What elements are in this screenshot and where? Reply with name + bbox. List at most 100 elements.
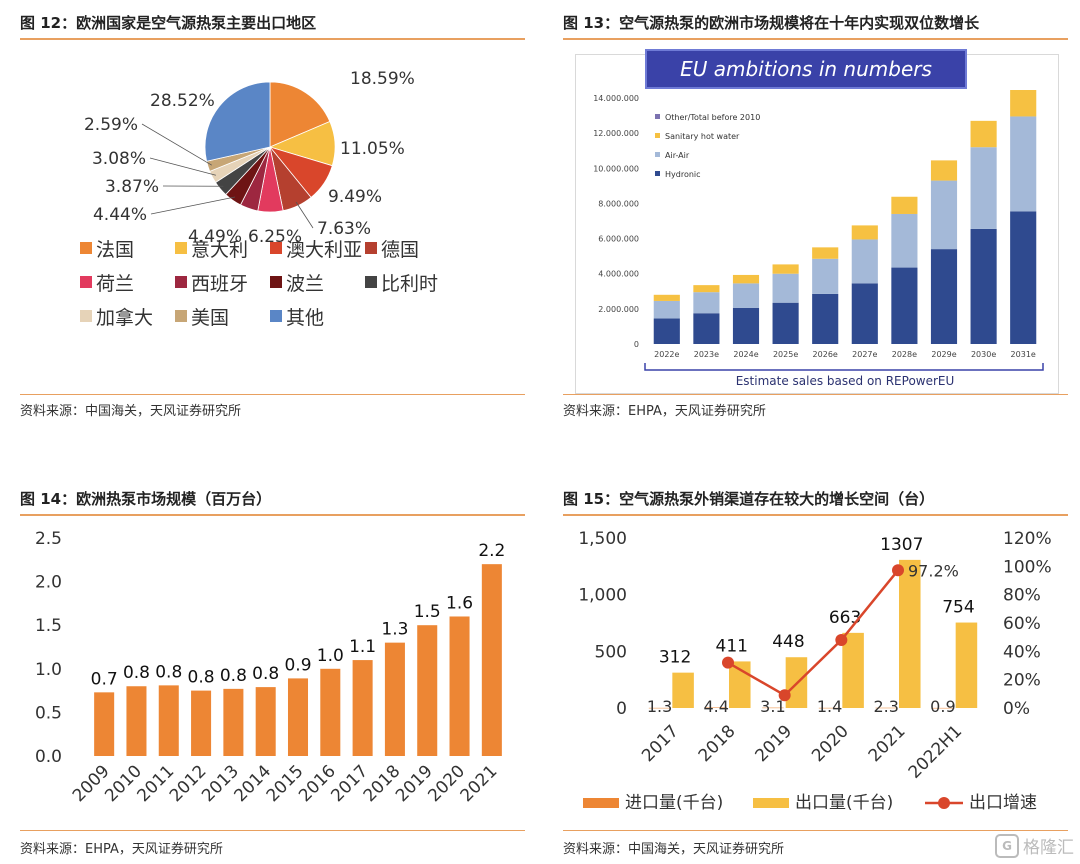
eu-bar-1-2	[732, 283, 760, 308]
fig14-bar-10	[417, 625, 438, 756]
fig15-import-bar-4	[875, 707, 897, 709]
eu-bar-1-0	[653, 300, 680, 319]
eu-ytick-1: 2.000.000	[598, 305, 639, 314]
fig15-import-label-3: 1.4	[817, 697, 842, 716]
eu-bar-1-9	[1010, 116, 1037, 212]
pie-label-2: 9.49%	[328, 187, 382, 207]
fig15-legend-label-0: 进口量(千台)	[625, 793, 723, 813]
eu-bar-0-0	[653, 318, 680, 344]
watermark: G 格隆汇	[995, 833, 1074, 858]
pie-label-6: 4.44%	[93, 205, 147, 225]
legend-label: 波兰	[286, 272, 325, 295]
legend-label: 西班牙	[191, 272, 249, 295]
fig15-xtick-0: 2017	[638, 721, 683, 766]
eu-bar-2-2	[732, 274, 760, 284]
eu-ytick-5: 10.000.000	[593, 164, 639, 173]
eu-bar-2-8	[970, 120, 997, 148]
pie-leader-9	[141, 123, 212, 166]
fig15-import-label-0: 1.3	[647, 697, 672, 716]
fig14-bar-7	[320, 668, 341, 756]
eu-bar-0-5	[851, 283, 878, 344]
pie-slice-0	[269, 81, 331, 148]
eu-bar-1-4	[812, 258, 839, 294]
pie-label-3: 7.63%	[317, 219, 371, 239]
fig15-import-bar-3	[818, 707, 841, 709]
eu-legend-swatch-1	[655, 133, 660, 138]
fig14-ytick-3: 1.5	[35, 616, 62, 636]
legend-swatch	[270, 276, 282, 288]
fig12-rule-bottom	[20, 394, 525, 395]
eu-bracket	[644, 363, 1044, 371]
fig15-source: 资料来源：中国海关，天风证券研究所	[563, 842, 785, 857]
fig14-xtick-2: 2011	[134, 761, 179, 806]
pie-slice-10	[204, 81, 271, 162]
fig14-bar-6	[287, 678, 309, 756]
eu-bar-1-6	[891, 213, 918, 268]
pie-legend-item: 澳大利亚	[270, 235, 362, 262]
fig15-import-bar-1	[705, 707, 727, 709]
watermark-text: 格隆汇	[1023, 838, 1074, 858]
eu-legend-label-1: Sanitary hot water	[665, 132, 740, 141]
legend-label: 比利时	[381, 272, 439, 295]
fig15-growth-point-3	[835, 634, 848, 646]
fig15-panel: 图 15：空气源热泵外销渠道存在较大的增长空间（台） 0 500 1,000 1,50…	[563, 488, 1068, 858]
fig14-ytick-1: 0.5	[35, 703, 62, 723]
fig15-growth-label-4: 97.2%	[908, 561, 959, 580]
eu-bar-2-1	[693, 285, 720, 293]
eu-bar-0-2	[732, 307, 760, 344]
fig14-data-label-8: 1.1	[349, 637, 376, 657]
fig15-xtick-1: 2018	[695, 721, 740, 766]
fig12-pie-chart: 18.59% 11.05% 9.49% 7.63% 6.25% 4.49% 4.44% 3.8…	[84, 69, 415, 247]
legend-label: 法国	[96, 238, 135, 261]
fig14-xtick-6: 2015	[263, 761, 308, 806]
fig15-xtick-2: 2019	[751, 721, 796, 766]
fig15-growth-point-2	[778, 689, 791, 702]
fig13-panel: 图 13：空气源热泵的欧洲市场规模将在十年内实现双位数增长 EU ambitio…	[563, 12, 1068, 432]
fig14-data-label-2: 0.8	[155, 662, 182, 682]
eu-xtick-1: 2023e	[694, 350, 719, 359]
eu-legend-label-0: Other/Total before 2010	[665, 113, 760, 122]
eu-bar-1-5	[851, 239, 878, 284]
legend-swatch	[80, 276, 92, 288]
fig15-import-label-4: 2.3	[874, 697, 899, 716]
fig15-export-label-4: 1307	[880, 535, 923, 555]
fig14-data-label-6: 0.9	[284, 655, 311, 675]
fig15-growth-point-4	[892, 564, 904, 577]
eu-bar-0-9	[1010, 211, 1037, 344]
fig14-data-label-5: 0.8	[252, 664, 279, 684]
eu-legend-swatch-3	[655, 171, 660, 176]
fig15-import-bar-0	[648, 707, 671, 709]
fig15-import-label-5: 0.9	[930, 697, 955, 716]
pie-label-5: 4.49%	[188, 227, 242, 247]
eu-xtick-0: 2022e	[654, 350, 679, 359]
fig14-xtick-4: 2013	[198, 761, 243, 806]
pie-label-10: 28.52%	[150, 91, 215, 111]
legend-swatch	[270, 310, 282, 322]
pie-legend-item: 加拿大	[80, 303, 153, 330]
fig15-ytick-1: 500	[595, 642, 627, 662]
eu-legend-label-3: Hydronic	[665, 170, 701, 179]
fig15-xtick-3: 2020	[808, 721, 853, 766]
eu-xtick-9: 2031e	[1011, 350, 1036, 359]
fig14-ytick-5: 2.5	[35, 529, 62, 549]
fig14-data-label-10: 1.5	[414, 602, 441, 622]
fig14-data-label-9: 1.3	[381, 620, 408, 640]
fig15-y2tick-5: 100%	[1003, 557, 1052, 577]
legend-label: 荷兰	[96, 272, 135, 295]
fig14-xtick-0: 2009	[69, 761, 114, 806]
pie-legend-item: 波兰	[270, 269, 324, 296]
fig13-source: 资料来源：EHPA，天风证券研究所	[563, 404, 766, 419]
eu-xtick-6: 2028e	[892, 350, 917, 359]
pie-label-8: 3.08%	[92, 149, 146, 169]
legend-swatch	[365, 276, 377, 288]
fig15-export-bar-0	[672, 672, 694, 708]
fig14-panel: 图 14：欧洲热泵市场规模（百万台） 0.0 0.5 1.0 1.5 2.0 2.5 0.7…	[20, 488, 525, 858]
fig15-export-bar-4	[899, 559, 921, 708]
eu-bar-2-3	[772, 264, 799, 274]
fig15-y2tick-2: 40%	[1003, 642, 1041, 662]
fig14-xtick-1: 2010	[101, 761, 146, 806]
fig15-export-bar-3	[842, 632, 864, 708]
fig15-y2tick-4: 80%	[1003, 586, 1041, 606]
fig12-source: 资料来源：中国海关，天风证券研究所	[20, 404, 242, 419]
eu-bar-0-7	[930, 249, 958, 344]
